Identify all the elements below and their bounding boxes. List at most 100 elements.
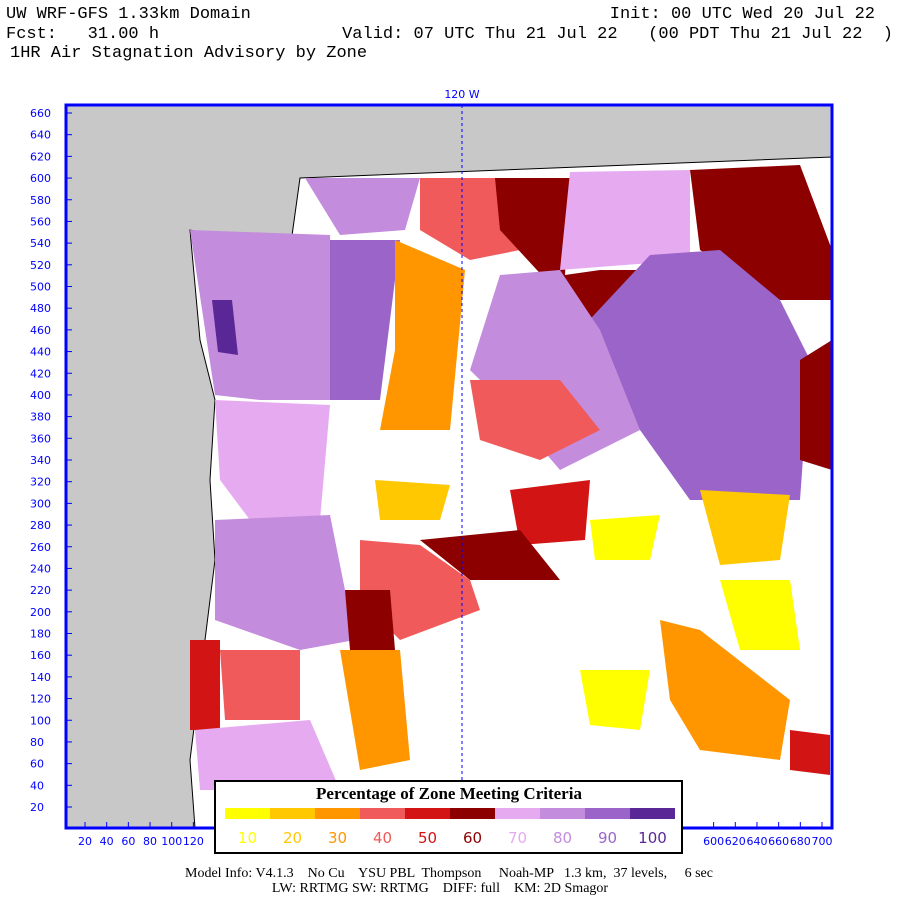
- legend-swatch: [405, 808, 450, 819]
- y-tick-label: 320: [30, 476, 51, 489]
- region: [220, 650, 300, 720]
- legend-label: 80: [553, 829, 572, 847]
- y-axis: 20 40 60 80 100 120 140 160 180 200 220 240 260 280 30…: [30, 107, 72, 814]
- y-tick-label: 100: [30, 714, 51, 727]
- y-tick-label: 40: [30, 779, 44, 792]
- y-tick-label: 340: [30, 454, 51, 467]
- header-title: UW WRF-GFS 1.33km Domain: [6, 5, 251, 24]
- region: [510, 480, 590, 545]
- y-tick-label: 540: [30, 237, 51, 250]
- region: [212, 300, 238, 355]
- region: [380, 240, 465, 430]
- y-tick-label: 420: [30, 367, 51, 380]
- y-tick-label: 460: [30, 324, 51, 337]
- y-tick-label: 380: [30, 411, 51, 424]
- header-valid: Valid: 07 UTC Thu 21 Jul 22 (00 PDT Thu …: [342, 25, 893, 44]
- x-tick-label: 120: [183, 835, 204, 848]
- header-forecast: Fcst: 31.00 h: [6, 25, 159, 44]
- region: [190, 230, 335, 400]
- y-tick-label: 360: [30, 432, 51, 445]
- region: [700, 490, 790, 565]
- y-tick-label: 260: [30, 541, 51, 554]
- y-tick-label: 120: [30, 693, 51, 706]
- x-tick-label: 80: [143, 835, 157, 848]
- y-tick-label: 160: [30, 649, 51, 662]
- x-tick-label: 60: [121, 835, 135, 848]
- x-tick-label: 620: [725, 835, 746, 848]
- y-tick-label: 580: [30, 194, 51, 207]
- y-tick-label: 440: [30, 346, 51, 359]
- region: [495, 178, 660, 325]
- legend: Percentage of Zone Meeting Criteria 10 20…: [214, 780, 683, 854]
- header-init: Init: 00 UTC Wed 20 Jul 22: [610, 5, 875, 24]
- x-tick-label: 700: [812, 835, 833, 848]
- region: [420, 178, 520, 260]
- region: [305, 178, 420, 235]
- legend-label: 10: [238, 829, 257, 847]
- legend-swatch: [315, 808, 360, 819]
- x-tick-label: 640: [746, 835, 767, 848]
- legend-label: 60: [463, 829, 482, 847]
- region: [340, 650, 410, 770]
- region: [375, 480, 450, 520]
- y-tick-label: 500: [30, 281, 51, 294]
- x-tick-label: 40: [100, 835, 114, 848]
- y-tick-label: 480: [30, 302, 51, 315]
- footer-model: Model Info: V4.1.3 No Cu YSU PBL Thompso…: [185, 866, 713, 881]
- header-product: 1HR Air Stagnation Advisory by Zone: [10, 44, 367, 63]
- region: [790, 730, 830, 775]
- x-axis: 20 40 60 80 100 120 600 620 640 660 680 700: [78, 822, 833, 848]
- y-tick-label: 400: [30, 389, 51, 402]
- region: [660, 620, 790, 760]
- region: [345, 590, 395, 650]
- legend-swatch: [495, 808, 540, 819]
- x-tick-label: 680: [790, 835, 811, 848]
- region: [215, 515, 355, 650]
- legend-swatch: [270, 808, 315, 819]
- legend-swatch: [360, 808, 405, 819]
- legend-label: 40: [373, 829, 392, 847]
- legend-swatch: [450, 808, 495, 819]
- y-tick-label: 200: [30, 606, 51, 619]
- legend-title: Percentage of Zone Meeting Criteria: [316, 784, 582, 803]
- region: [420, 530, 560, 580]
- legend-label: 30: [328, 829, 347, 847]
- legend-label: 90: [598, 829, 617, 847]
- legend-swatch: [585, 808, 630, 819]
- y-tick-label: 560: [30, 215, 51, 228]
- y-tick-label: 640: [30, 129, 51, 142]
- region: [190, 640, 220, 730]
- region: [470, 380, 600, 460]
- region: [690, 165, 832, 300]
- x-tick-label: 20: [78, 835, 92, 848]
- legend-label: 50: [418, 829, 437, 847]
- y-tick-label: 600: [30, 172, 51, 185]
- y-tick-label: 520: [30, 259, 51, 272]
- region: [215, 400, 330, 520]
- y-tick-label: 240: [30, 562, 51, 575]
- legend-swatch: [225, 808, 270, 819]
- region: [720, 580, 800, 650]
- y-tick-label: 60: [30, 758, 44, 771]
- region: [560, 170, 690, 270]
- legend-label: 100: [638, 829, 667, 847]
- y-tick-label: 220: [30, 584, 51, 597]
- footer-physics: LW: RRTMG SW: RRTMG DIFF: full KM: 2D Sm…: [272, 881, 608, 896]
- x-tick-label: 660: [768, 835, 789, 848]
- legend-swatch: [540, 808, 585, 819]
- region: [330, 240, 400, 400]
- region: [470, 270, 640, 470]
- y-tick-label: 280: [30, 519, 51, 532]
- legend-label: 70: [508, 829, 527, 847]
- x-tick-label: 100: [161, 835, 182, 848]
- map: [64, 103, 834, 830]
- y-tick-label: 80: [30, 736, 44, 749]
- meridian-label: 120 W: [444, 88, 479, 101]
- region: [590, 515, 660, 560]
- y-tick-label: 660: [30, 107, 51, 120]
- region: [195, 720, 340, 790]
- legend-swatch: [630, 808, 675, 819]
- y-tick-label: 20: [30, 801, 44, 814]
- y-tick-label: 140: [30, 671, 51, 684]
